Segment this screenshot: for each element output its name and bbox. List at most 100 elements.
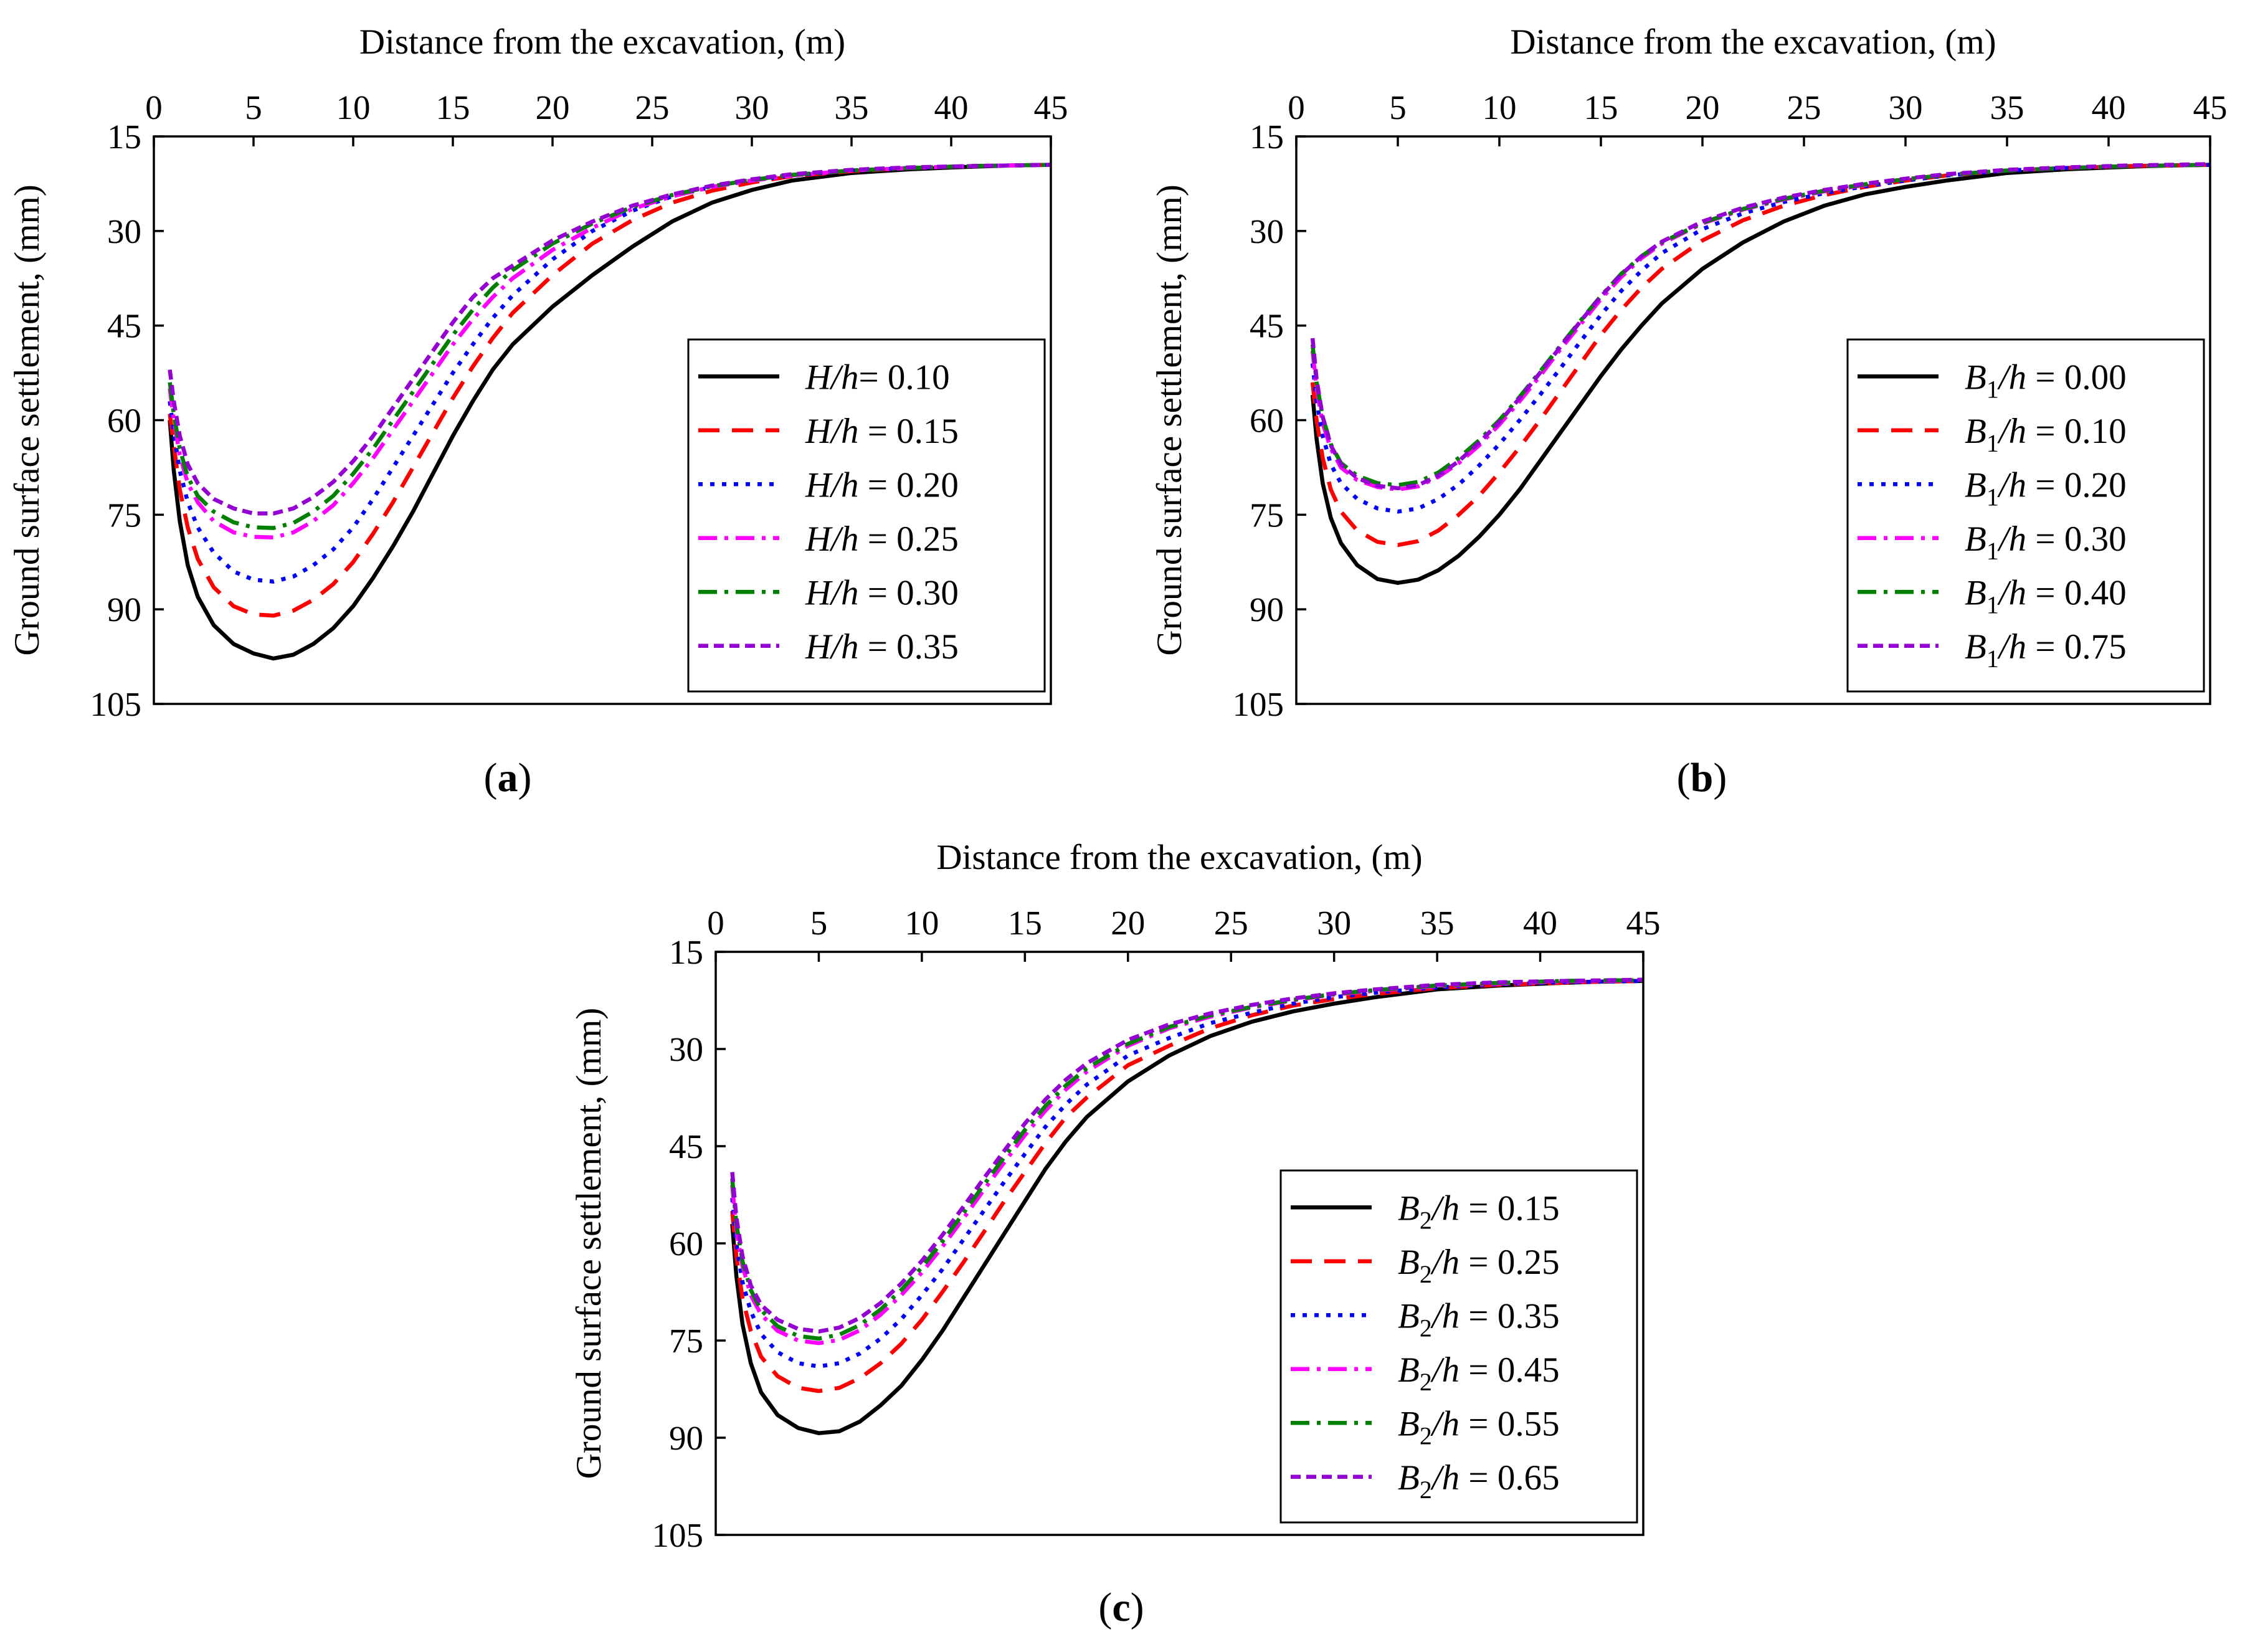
- y-tick-label: 105: [90, 685, 142, 723]
- legend-label: H/h = 0.20: [805, 465, 959, 505]
- x-tick-label: 20: [536, 88, 570, 126]
- y-axis-title: Ground surface settlement, (mm): [569, 1008, 609, 1479]
- y-tick-label: 105: [1233, 685, 1284, 723]
- legend-label: B2/h = 0.55: [1398, 1404, 1560, 1450]
- x-tick-label: 0: [1288, 88, 1305, 126]
- x-axis-title: Distance from the excavation, (m): [1510, 22, 1996, 62]
- y-tick-label: 75: [669, 1322, 703, 1360]
- series-line-c-3: [730, 978, 1643, 1346]
- x-tick-label: 0: [707, 904, 724, 942]
- x-axis-title: Distance from the excavation, (m): [359, 22, 845, 62]
- legend-label: H/h = 0.35: [805, 627, 959, 667]
- panel-label: (c): [1098, 1585, 1144, 1630]
- series-line-a-3: [168, 163, 1051, 540]
- legend-label: B2/h = 0.15: [1398, 1189, 1560, 1234]
- y-tick-label: 60: [107, 402, 141, 440]
- x-axis-title: Distance from the excavation, (m): [936, 838, 1422, 877]
- y-tick-label: 90: [107, 591, 141, 629]
- legend-label: B2/h = 0.25: [1398, 1243, 1560, 1288]
- series-line-a-2: [168, 163, 1051, 584]
- x-tick-label: 35: [835, 88, 869, 126]
- y-tick-label: 45: [107, 307, 141, 345]
- series-line-b-0: [1310, 163, 2210, 585]
- x-tick-label: 40: [934, 88, 969, 126]
- x-tick-label: 10: [336, 88, 371, 126]
- x-tick-label: 30: [735, 88, 769, 126]
- y-tick-label: 30: [107, 212, 141, 250]
- y-tick-label: 15: [669, 933, 703, 971]
- legend-label: B1/h = 0.00: [1965, 358, 2127, 403]
- legend-label: B2/h = 0.45: [1398, 1351, 1560, 1396]
- series-line-b-5: [1310, 162, 2210, 491]
- x-tick-label: 30: [1317, 904, 1351, 942]
- legend-label: B2/h = 0.35: [1398, 1296, 1560, 1342]
- y-tick-label: 45: [1250, 307, 1284, 345]
- series-group: [1310, 162, 2210, 585]
- series-line-b-2: [1310, 163, 2210, 514]
- x-tick-label: 15: [1008, 904, 1042, 942]
- legend-box: [1846, 338, 2205, 693]
- x-tick-label: 0: [145, 88, 163, 126]
- chart-panel-c: 0 5 10 15 20 25 30 35 40 45 15 30 45 60 75 90 105 Distanc…: [569, 838, 1661, 1630]
- legend: B1/h = 0.00 B1/h = 0.10 B1/h = 0.20 B1/h = …: [1846, 338, 2205, 693]
- series-line-c-4: [730, 978, 1643, 1341]
- x-tick-label: 40: [1523, 904, 1557, 942]
- y-tick-label: 15: [1250, 118, 1284, 156]
- x-tick-label: 15: [1584, 88, 1618, 126]
- legend-label: H/h = 0.25: [805, 520, 959, 559]
- legend-label: B1/h = 0.20: [1965, 465, 2127, 511]
- x-tick-label: 40: [2092, 88, 2126, 126]
- x-tick-label: 35: [1990, 88, 2024, 126]
- legend-label: B1/h = 0.30: [1965, 520, 2127, 565]
- x-tick-label: 25: [1214, 904, 1248, 942]
- panel-label: (b): [1677, 755, 1727, 800]
- series-line-c-0: [730, 979, 1643, 1435]
- legend-label: B1/h = 0.75: [1965, 627, 2127, 673]
- y-axis-title: Ground surface settlement, (mm): [7, 184, 47, 656]
- legend-label: H/h = 0.15: [805, 412, 959, 451]
- y-tick-label: 90: [669, 1419, 703, 1457]
- y-tick-label: 30: [1250, 212, 1284, 250]
- series-line-a-5: [168, 163, 1051, 516]
- x-tick-label: 45: [2193, 88, 2228, 126]
- y-tick-label: 75: [1250, 496, 1284, 534]
- y-axis-title: Ground surface settlement, (mm): [1150, 184, 1189, 656]
- y-tick-label: 90: [1250, 591, 1284, 629]
- series-line-a-1: [168, 163, 1051, 618]
- legend-label: B1/h = 0.40: [1965, 573, 2127, 619]
- series-group: [730, 977, 1643, 1435]
- series-line-a-0: [168, 163, 1051, 661]
- x-tick-label: 25: [1787, 88, 1821, 126]
- series-line-c-1: [730, 979, 1643, 1393]
- y-tick-label: 45: [669, 1127, 703, 1165]
- series-line-c-5: [730, 977, 1643, 1334]
- x-tick-label: 10: [904, 904, 939, 942]
- y-tick-label: 75: [107, 496, 141, 534]
- y-tick-label: 30: [669, 1030, 703, 1068]
- x-tick-label: 20: [1686, 88, 1720, 126]
- y-tick-label: 60: [669, 1225, 703, 1263]
- x-tick-label: 35: [1420, 904, 1455, 942]
- x-tick-label: 5: [245, 88, 262, 126]
- series-line-a-4: [168, 163, 1051, 530]
- x-tick-label: 45: [1034, 88, 1068, 126]
- y-tick-label: 15: [107, 118, 141, 156]
- x-tick-label: 20: [1111, 904, 1145, 942]
- x-tick-label: 15: [436, 88, 470, 126]
- legend-label: B2/h = 0.65: [1398, 1458, 1560, 1504]
- x-tick-label: 5: [810, 904, 828, 942]
- y-tick-label: 105: [652, 1516, 704, 1554]
- legend: B2/h = 0.15 B2/h = 0.25 B2/h = 0.35 B2/h = …: [1279, 1169, 1638, 1524]
- series-group: [168, 163, 1051, 661]
- legend-label: H/h= 0.10: [805, 358, 950, 397]
- legend-box: [687, 338, 1046, 693]
- x-tick-label: 30: [1889, 88, 1923, 126]
- x-tick-label: 10: [1483, 88, 1517, 126]
- chart-panel-a: 0 5 10 15 20 25 30 35 40 45 15 30 45 60 75 90 105 Distanc…: [7, 22, 1068, 800]
- legend-box: [1279, 1169, 1638, 1524]
- x-tick-label: 5: [1389, 88, 1407, 126]
- x-tick-label: 45: [1626, 904, 1661, 942]
- panel-label: (a): [484, 755, 532, 800]
- chart-panel-b: 0 5 10 15 20 25 30 35 40 45 15 30 45 60 75 90 105 Distanc…: [1150, 22, 2228, 800]
